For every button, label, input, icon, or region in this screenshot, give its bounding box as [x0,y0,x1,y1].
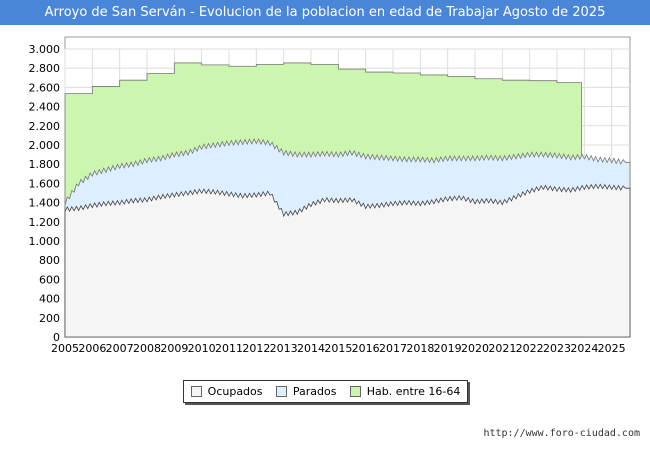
x-tick-label: 2020 [461,342,489,355]
y-tick-label: 1.400 [29,197,61,210]
legend: Ocupados Parados Hab. entre 16-64 [183,380,468,403]
y-tick-label: 1.800 [29,158,61,171]
x-tick-label: 2011 [215,342,243,355]
x-tick-label: 2023 [543,342,571,355]
legend-swatch-hab [349,386,361,397]
y-tick-label: 2.600 [29,81,61,94]
x-tick-label: 2010 [188,342,216,355]
x-tick-label: 2007 [106,342,134,355]
y-tick-label: 600 [39,273,60,286]
x-tick-label: 2018 [406,342,434,355]
y-tick-label: 1.200 [29,216,61,229]
x-tick-label: 2015 [324,342,352,355]
x-tick-label: 2008 [133,342,161,355]
chart-area: 0 200 400 600 800 1.000 1.200 1.400 1.600 1.800 2.… [29,36,631,355]
chart-title: Arroyo de San Serván - Evolucion de la p… [0,0,650,25]
series-areas [64,62,631,338]
legend-label-parados: Parados [292,385,337,398]
y-tick-label: 3.000 [29,43,61,56]
x-tick-label: 2014 [297,342,325,355]
x-tick-label: 2016 [352,342,380,355]
x-axis-labels: 2005 2006 2007 2008 2009 2010 2011 2012 2013 2014… [51,342,626,355]
y-tick-label: 400 [39,293,60,306]
x-tick-label: 2019 [434,342,462,355]
y-tick-label: 0 [53,331,60,344]
x-tick-label: 2017 [379,342,407,355]
y-tick-label: 2.400 [29,101,61,114]
legend-label-hab: Hab. entre 16-64 [366,385,461,398]
x-tick-label: 2025 [598,342,626,355]
y-tick-label: 800 [39,254,60,267]
x-tick-label: 2005 [51,342,79,355]
x-tick-label: 2021 [488,342,516,355]
y-tick-label: 2.800 [29,62,61,75]
y-tick-label: 2.000 [29,139,61,152]
series-area-ocupados [64,183,631,338]
y-tick-label: 1.600 [29,177,61,190]
legend-item-ocupados: Ocupados [190,385,263,398]
y-axis-labels: 0 200 400 600 800 1.000 1.200 1.400 1.600 1.800 2.… [29,43,61,344]
legend-item-hab: Hab. entre 16-64 [349,385,461,398]
x-tick-label: 2012 [242,342,270,355]
x-tick-label: 2013 [270,342,298,355]
legend-swatch-ocupados [190,386,202,397]
x-tick-label: 2006 [78,342,106,355]
x-tick-label: 2022 [516,342,544,355]
legend-item-parados: Parados [275,385,337,398]
x-tick-label: 2009 [160,342,188,355]
x-tick-label: 2024 [570,342,598,355]
y-tick-label: 200 [39,312,60,325]
source-url[interactable]: http://www.foro-ciudad.com [483,428,640,439]
legend-swatch-parados [275,386,287,397]
y-tick-label: 2.200 [29,120,61,133]
y-tick-label: 1.000 [29,235,61,248]
legend-label-ocupados: Ocupados [207,385,263,398]
